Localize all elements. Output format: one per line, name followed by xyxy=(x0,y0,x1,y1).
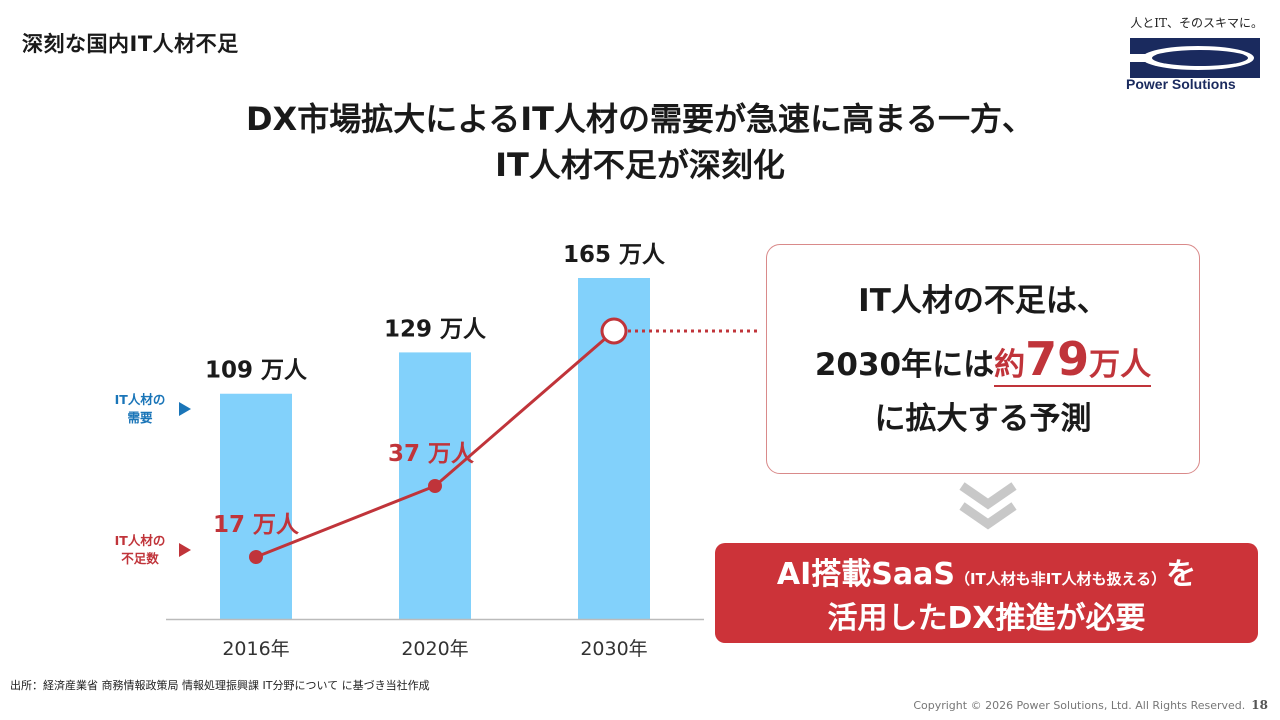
callout-unit: 万人 xyxy=(1089,347,1152,383)
bar-value-label: 109 万人 xyxy=(205,358,308,384)
shortage-point-2030 xyxy=(600,317,628,345)
page-number: 18 xyxy=(1251,698,1268,712)
bar-value-label: 129 万人 xyxy=(384,316,487,342)
headline-line2: IT人材不足が深刻化 xyxy=(495,146,785,184)
copyright-text: Copyright © 2026 Power Solutions, Ltd. A… xyxy=(913,699,1246,712)
cta-note: （IT人材も非IT人材も扱える） xyxy=(954,570,1167,588)
source-note: 出所：経済産業省 商務情報政策局 情報処理振興課 IT分野について に基づき当社… xyxy=(10,679,430,692)
logo-mark-icon xyxy=(1130,38,1260,78)
callout-year: 2030年には xyxy=(814,347,995,383)
legend-label-line1: IT人材の xyxy=(115,533,166,548)
shortage-point-2016 xyxy=(249,550,263,564)
x-tick-label: 2020年 xyxy=(401,638,468,660)
callout-line1: IT人材の不足は、 xyxy=(858,283,1108,319)
bar-demand-0 xyxy=(220,393,292,619)
legend-label-line2: 需要 xyxy=(127,410,153,425)
callout-approx: 約 xyxy=(994,347,1026,383)
page-headline: DX市場拡大によるIT人材の需要が急速に高まる一方、 IT人材不足が深刻化 xyxy=(0,96,1280,188)
shortage-callout: IT人材の不足は、 2030年には約79万人 に拡大する予測 xyxy=(766,244,1200,474)
cta-line2: 活用したDX推進が必要 xyxy=(827,601,1146,636)
x-tick-label: 2030年 xyxy=(580,638,647,660)
legend-triangle-icon xyxy=(179,543,191,557)
logo-tagline: 人とIT、そのスキマに。 xyxy=(1130,16,1263,30)
cta-banner: AI搭載SaaS（IT人材も非IT人材も扱える）を 活用したDX推進が必要 xyxy=(715,543,1258,643)
bar-value-label: 165 万人 xyxy=(563,242,666,268)
callout-number: 79 xyxy=(1025,332,1090,386)
shortage-point-2020 xyxy=(428,479,442,493)
callout-line3: に拡大する予測 xyxy=(874,401,1092,437)
copyright: Copyright © 2026 Power Solutions, Ltd. A… xyxy=(913,698,1268,712)
cta-end: を xyxy=(1166,557,1197,592)
section-title: 深刻な国内IT人材不足 xyxy=(22,32,239,56)
legend-triangle-icon xyxy=(179,402,191,416)
x-tick-label: 2016年 xyxy=(222,638,289,660)
demand-shortage-chart: 109 万人 2016年 129 万人 2020年 165 万人 2030年 17 万人 37… xyxy=(115,242,760,660)
shortage-value-label: 37 万人 xyxy=(388,441,475,467)
headline-line1: DX市場拡大によるIT人材の需要が急速に高まる一方、 xyxy=(245,100,1034,138)
cta-main: AI搭載SaaS xyxy=(776,557,955,592)
chevron-down-icon xyxy=(959,482,1017,530)
callout-highlight: 約79万人 xyxy=(994,335,1152,387)
cta-line1: AI搭載SaaS（IT人材も非IT人材も扱える）を xyxy=(715,555,1258,599)
legend-label-line2: 不足数 xyxy=(121,551,159,566)
legend-label-line1: IT人材の xyxy=(115,392,166,407)
shortage-value-label: 17 万人 xyxy=(213,512,300,538)
callout-line2: 2030年には約79万人 xyxy=(767,335,1199,389)
company-logo[interactable]: 人とIT、そのスキマに。 Power Solutions xyxy=(1120,14,1265,94)
logo-name: Power Solutions xyxy=(1126,76,1236,92)
